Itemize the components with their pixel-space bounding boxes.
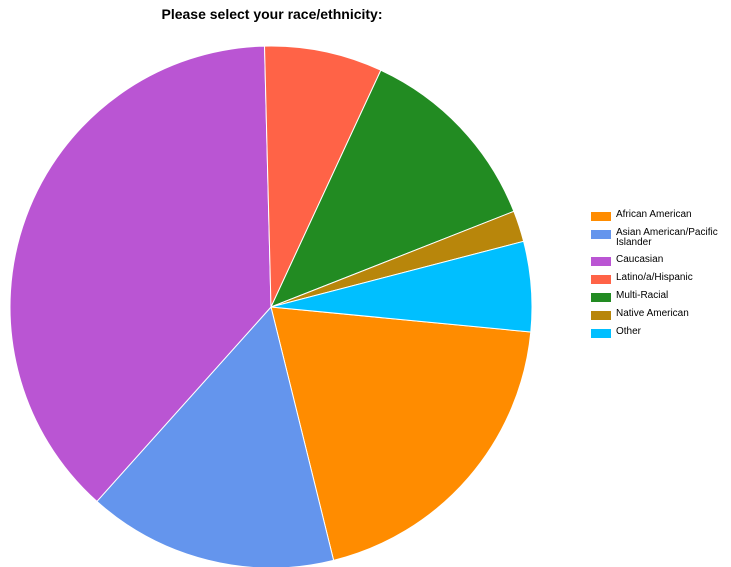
pie-slice-multi-racial: [270, 69, 515, 308]
legend-label: Latino/a/Hispanic: [616, 272, 693, 283]
pie-slice-caucasian: [9, 45, 272, 503]
legend-swatch: [591, 293, 611, 302]
pie-slice-other: [270, 240, 533, 333]
legend-item-other: Other: [591, 327, 731, 338]
legend-swatch: [591, 257, 611, 266]
legend-label: Multi-Racial: [616, 290, 669, 301]
legend-item-african-american: African American: [591, 210, 731, 221]
chart-title: Please select your race/ethnicity:: [161, 6, 383, 22]
legend-label: Asian American/Pacific Islander: [616, 227, 718, 248]
legend-label: Caucasian: [616, 254, 664, 265]
legend-item-multi-racial: Multi-Racial: [591, 291, 731, 302]
legend-swatch: [591, 212, 611, 221]
legend: African American Asian American/Pacific …: [591, 210, 731, 345]
legend-swatch: [591, 230, 611, 239]
legend-label: Native American: [616, 308, 689, 319]
pie-slice-asian-american-pacific-islander: [96, 305, 335, 567]
legend-item-latino-hispanic: Latino/a/Hispanic: [591, 273, 731, 284]
legend-item-native-american: Native American: [591, 309, 731, 320]
legend-swatch: [591, 311, 611, 320]
legend-label: Other: [616, 326, 642, 337]
pie-slice-african-american: [270, 306, 532, 561]
legend-swatch: [591, 329, 611, 338]
legend-item-caucasian: Caucasian: [591, 255, 731, 266]
pie-slice-latino-a-hispanic: [264, 45, 382, 308]
legend-swatch: [591, 275, 611, 284]
legend-label: African American: [616, 209, 692, 220]
legend-item-asian-american-pacific-islander: Asian American/Pacific Islander: [591, 228, 731, 248]
